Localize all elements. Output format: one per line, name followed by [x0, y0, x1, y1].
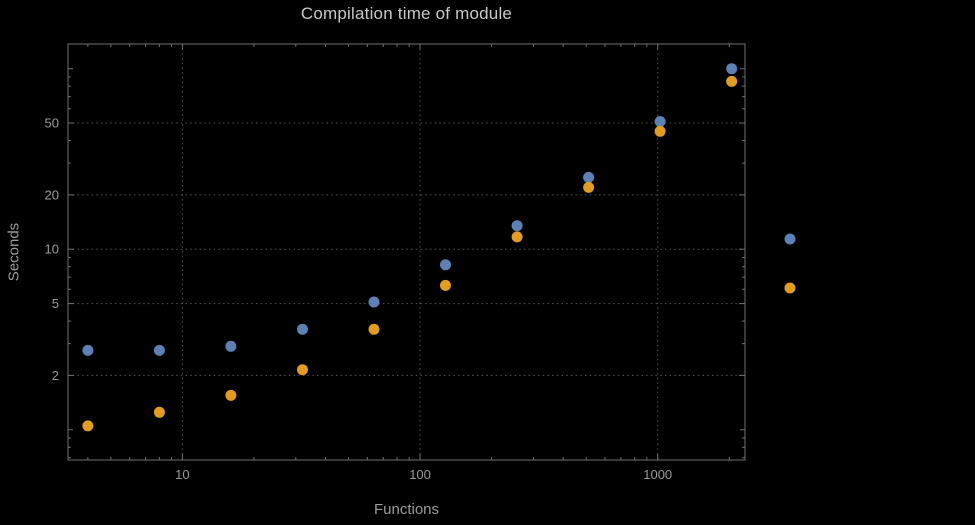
y-tick-label: 10 — [45, 242, 59, 257]
x-tick-label: 100 — [409, 467, 431, 482]
orange-series-point — [297, 364, 308, 376]
orange-series-point — [225, 389, 237, 401]
y-tick-label: 2 — [52, 368, 59, 383]
blue-series-point — [153, 344, 165, 356]
blue-series-point — [82, 344, 94, 356]
orange-series-point — [583, 181, 595, 193]
blue-series-point — [726, 63, 738, 75]
orange-series-point — [726, 75, 738, 87]
x-tick-label: 10 — [175, 467, 189, 482]
blue-series-point — [654, 116, 666, 127]
blue-series-point — [440, 259, 451, 271]
orange-series-point — [82, 420, 94, 432]
blue-series-point — [583, 171, 595, 183]
y-tick-label: 50 — [45, 116, 59, 131]
x-axis-label: Functions — [373, 501, 440, 518]
legend-marker-orange-series — [784, 282, 796, 294]
blue-series-point — [368, 296, 380, 308]
y-axis-label: Seconds — [5, 222, 23, 282]
blue-series-point — [297, 323, 308, 335]
orange-series-point — [440, 279, 451, 291]
orange-series-point — [368, 323, 380, 335]
y-tick-label: 20 — [45, 187, 59, 202]
y-tick-label: 5 — [52, 296, 59, 311]
legend-marker-blue-series — [784, 233, 796, 245]
x-tick-label: 1000 — [643, 467, 672, 482]
chart-title: Compilation time of module — [300, 4, 513, 23]
orange-series-point — [153, 406, 165, 418]
blue-series-point — [225, 340, 237, 352]
orange-series-point — [654, 125, 666, 137]
blue-series-point — [511, 220, 523, 232]
plot-frame — [67, 43, 746, 461]
orange-series-point — [511, 231, 523, 243]
